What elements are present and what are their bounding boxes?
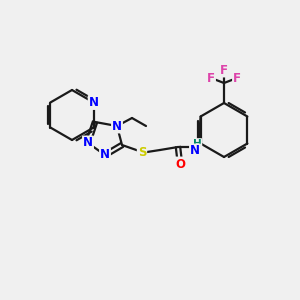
Text: O: O: [175, 158, 185, 170]
Text: N: N: [89, 96, 99, 109]
Text: N: N: [83, 136, 93, 149]
Text: F: F: [233, 71, 241, 85]
Text: H: H: [193, 139, 201, 149]
Text: N: N: [100, 148, 110, 161]
Text: F: F: [220, 64, 228, 76]
Text: S: S: [138, 146, 146, 158]
Text: F: F: [207, 71, 215, 85]
Text: N: N: [112, 119, 122, 133]
Text: N: N: [190, 145, 200, 158]
